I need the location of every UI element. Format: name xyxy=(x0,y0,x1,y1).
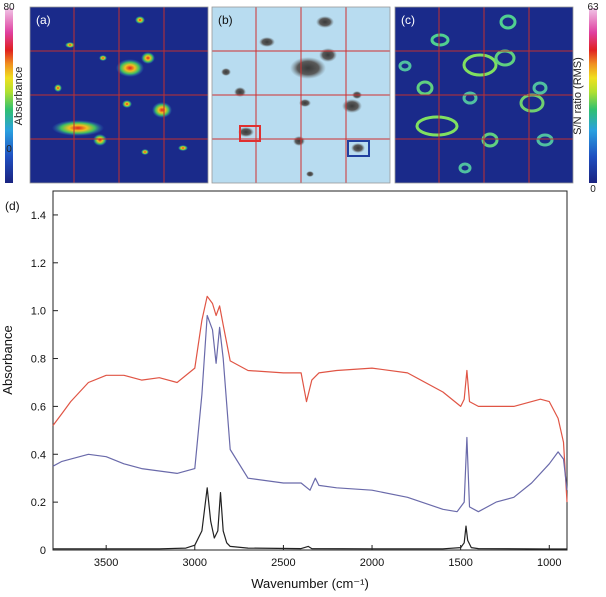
particle-ring xyxy=(536,133,554,147)
particle xyxy=(152,102,172,118)
particle xyxy=(342,99,362,113)
particle xyxy=(306,171,314,177)
x-axis-label: Wavenumber (cm⁻¹) xyxy=(251,576,369,591)
panel-b-grid xyxy=(212,7,390,183)
particle xyxy=(93,134,107,146)
particle xyxy=(319,48,337,62)
y-tick-label: 1.0 xyxy=(31,306,46,318)
x-tick-label: 3000 xyxy=(183,557,207,569)
y-axis: 0 0.2 0.4 0.6 0.8 1.0 1.2 1.4 xyxy=(31,210,58,557)
left-colorbar: 80 0 Absorbance xyxy=(3,2,25,183)
x-tick-label: 2000 xyxy=(360,557,384,569)
particle xyxy=(238,127,254,137)
panel-a-particles xyxy=(52,16,188,155)
particle xyxy=(52,120,104,136)
right-colorbar-max: 63 xyxy=(587,2,599,13)
series-line-3 xyxy=(53,487,567,550)
red-selection-box xyxy=(239,125,261,142)
particle xyxy=(221,68,231,76)
particle-ring xyxy=(398,60,412,72)
right-colorbar-label: S/N ratio (RMS) xyxy=(572,57,584,135)
particle xyxy=(141,149,149,155)
particle xyxy=(65,42,75,48)
particle-ring xyxy=(481,132,499,148)
panel-a-grid xyxy=(30,7,208,183)
particle xyxy=(293,136,305,146)
left-colorbar-label: Absorbance xyxy=(13,67,25,126)
particle xyxy=(351,143,365,153)
right-colorbar-gradient xyxy=(589,8,597,183)
particle xyxy=(122,100,132,108)
particle-ring xyxy=(499,14,517,30)
particle-ring xyxy=(462,91,478,105)
series-line-1 xyxy=(52,295,568,503)
panel-a-label: (a) xyxy=(36,13,51,27)
series-line-2 xyxy=(52,314,568,513)
y-tick-label: 1.4 xyxy=(31,210,46,222)
plot-area xyxy=(52,190,568,551)
y-tick-label: 0.2 xyxy=(31,497,46,509)
x-axis: 3500 3000 2500 2000 1500 1000 xyxy=(94,545,562,569)
particle xyxy=(54,84,62,92)
panel-c-grid xyxy=(395,7,573,183)
right-colorbar-min: 0 xyxy=(590,184,596,195)
y-tick-label: 0.4 xyxy=(31,449,46,461)
y-tick-label: 0 xyxy=(40,545,46,557)
particle xyxy=(178,145,188,151)
series-layer xyxy=(52,295,568,550)
particle-ring xyxy=(416,80,434,96)
left-colorbar-min: 0 xyxy=(6,144,12,155)
particle xyxy=(141,52,155,64)
panel-c-label: (c) xyxy=(401,13,415,27)
panel-a: (a) xyxy=(29,6,209,184)
left-colorbar-gradient xyxy=(5,8,13,183)
right-colorbar: 63 0 S/N ratio (RMS) xyxy=(572,2,599,195)
particle-ring xyxy=(458,162,472,174)
particle-ring xyxy=(430,33,450,47)
panel-b-label: (b) xyxy=(218,13,233,27)
x-tick-label: 1000 xyxy=(537,557,561,569)
y-tick-label: 1.2 xyxy=(31,258,46,270)
blue-selection-box xyxy=(347,140,370,157)
panel-c-rings xyxy=(398,14,554,174)
left-colorbar-max: 80 xyxy=(3,2,15,13)
particle xyxy=(116,59,144,77)
particle xyxy=(299,99,311,107)
x-tick-label: 1500 xyxy=(448,557,472,569)
particle-ring xyxy=(415,115,459,137)
y-tick-label: 0.6 xyxy=(31,401,46,413)
y-tick-label: 0.8 xyxy=(31,354,46,366)
panel-b: (b) xyxy=(211,6,391,184)
particle xyxy=(316,16,334,28)
particle-ring xyxy=(532,81,548,95)
particle xyxy=(259,37,275,47)
particle xyxy=(290,57,326,79)
panel-d-label: (d) xyxy=(5,199,20,213)
panel-c: (c) xyxy=(394,6,574,184)
particle xyxy=(135,16,145,24)
x-tick-label: 3500 xyxy=(94,557,118,569)
y-axis-label: Absorbance xyxy=(0,325,15,394)
particle xyxy=(99,55,107,61)
particle-ring xyxy=(462,53,498,77)
x-tick-label: 2500 xyxy=(271,557,295,569)
panel-d: (d) 0 0.2 0.4 0.6 0.8 1.0 1.2 1.4 3500 3000 2500 2… xyxy=(0,190,568,591)
